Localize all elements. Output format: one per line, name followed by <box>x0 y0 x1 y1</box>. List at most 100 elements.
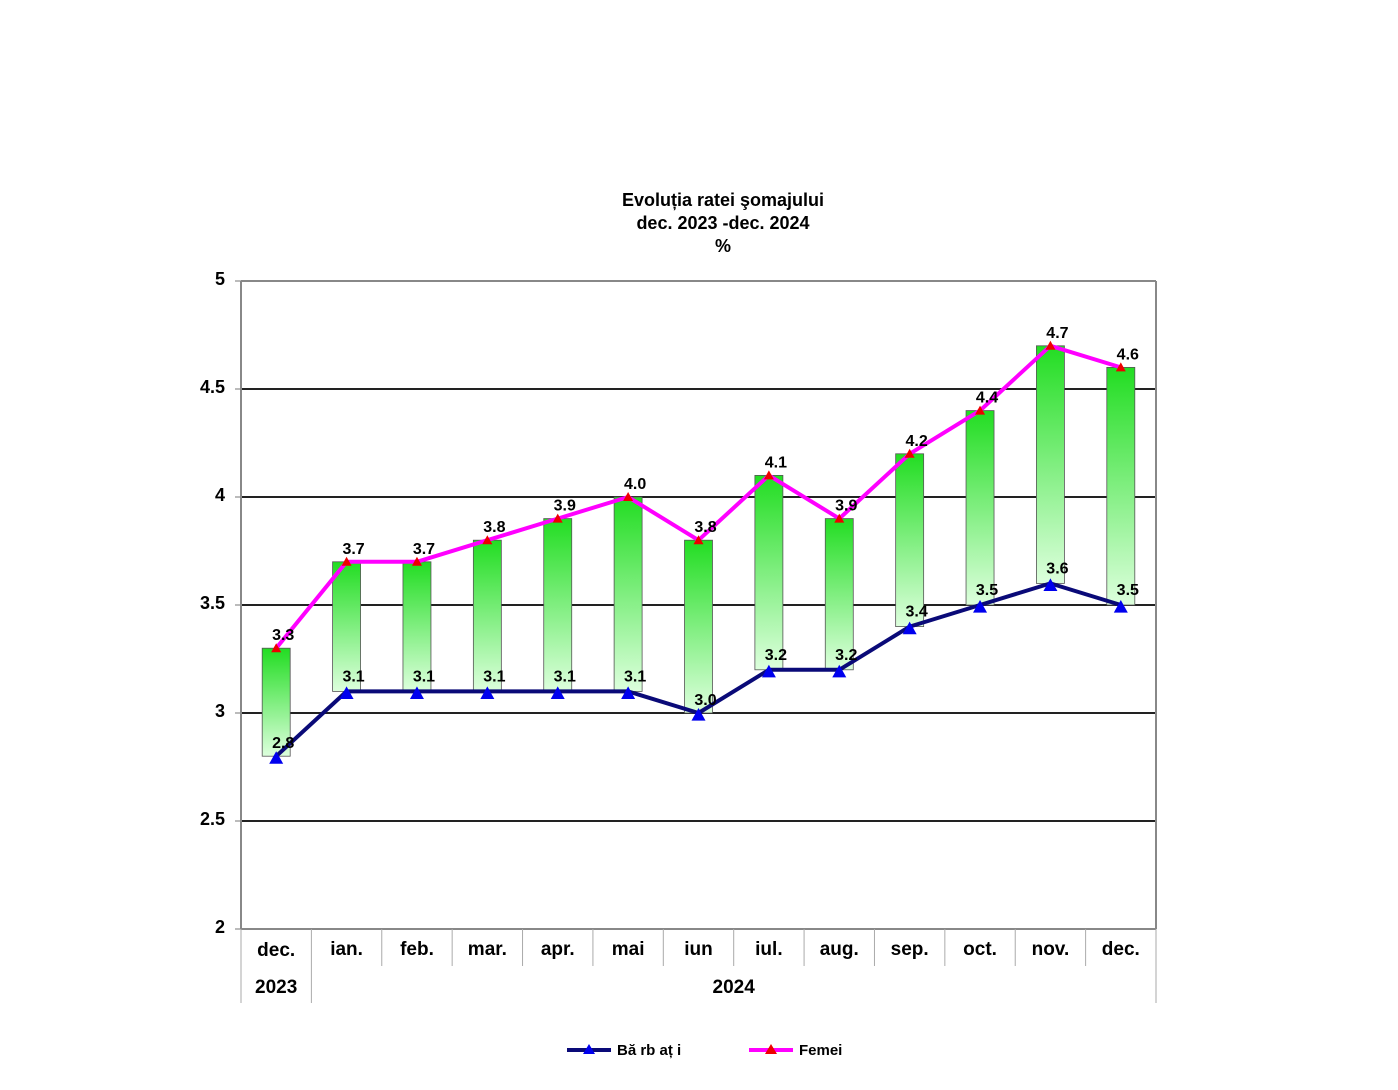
men-data-label: 2.8 <box>272 735 294 752</box>
high-low-bar <box>1036 345 1065 584</box>
x-year-label: 2024 <box>713 977 756 998</box>
men-data-label: 3.1 <box>342 668 364 685</box>
x-category-label: sep. <box>891 939 929 960</box>
high-low-bar <box>613 496 643 692</box>
y-tick-label: 4.5 <box>200 377 225 397</box>
axes: 2 2.5 3 3.5 4 4.5 5 <box>200 269 1157 937</box>
women-data-label: 4.2 <box>906 433 928 450</box>
men-data-label: 3.4 <box>906 604 928 621</box>
women-data-label: 3.9 <box>554 498 576 515</box>
legend-men-marker-icon <box>583 1044 595 1054</box>
high-low-bar <box>543 518 573 692</box>
men-point-marker <box>973 600 988 613</box>
high-low-bar <box>895 453 925 627</box>
women-point-marker <box>693 535 704 545</box>
x-category-label: iun <box>684 939 713 960</box>
men-point-marker <box>339 686 354 699</box>
women-data-label: 4.6 <box>1117 346 1139 363</box>
women-point-marker <box>834 513 845 523</box>
high-low-bar <box>824 518 854 671</box>
x-category-label: dec. <box>1102 939 1140 960</box>
men-point-marker <box>902 621 917 635</box>
men-data-label: 3.1 <box>483 668 505 685</box>
women-point-marker <box>975 405 986 415</box>
x-category-label: aug. <box>820 939 859 960</box>
high-low-bars <box>261 345 1136 757</box>
x-category-label: dec. <box>257 940 295 961</box>
men-point-marker <box>832 664 847 678</box>
x-category-label: apr. <box>541 939 575 960</box>
men-data-label: 3.2 <box>765 647 787 664</box>
men-data-label: 3.0 <box>694 692 716 709</box>
series-lines <box>269 340 1128 764</box>
women-data-label: 4.4 <box>976 390 998 407</box>
high-low-bar <box>402 561 432 692</box>
women-data-label: 3.8 <box>483 519 505 536</box>
men-data-label: 3.6 <box>1046 560 1068 577</box>
women-point-marker <box>482 535 493 545</box>
y-tick-label: 3 <box>215 701 225 721</box>
men-point-marker <box>409 686 424 699</box>
women-data-label: 4.0 <box>624 476 646 493</box>
men-point-marker <box>1113 600 1128 613</box>
legend-women-marker-icon <box>765 1044 777 1054</box>
x-category-label: mai <box>612 939 645 960</box>
women-point-marker <box>341 556 352 566</box>
y-tick-label: 5 <box>215 269 225 289</box>
women-point-marker <box>763 470 774 480</box>
y-tick-label: 4 <box>215 485 225 505</box>
men-point-marker <box>269 751 284 764</box>
women-data-label: 4.1 <box>765 454 787 471</box>
women-data-label: 3.8 <box>694 519 716 536</box>
legend: Bă rb aț i Femei <box>567 1042 842 1059</box>
high-low-bar <box>965 410 995 606</box>
men-data-label: 3.5 <box>1117 582 1139 599</box>
title-line-1: Evoluția ratei şomajului <box>622 190 824 210</box>
x-category-label: ian. <box>330 939 363 960</box>
women-data-label: 3.3 <box>272 627 294 644</box>
y-tick-label: 2 <box>215 917 225 937</box>
x-category-label: oct. <box>963 939 997 960</box>
women-data-label: 3.9 <box>835 498 857 515</box>
men-data-label: 3.1 <box>624 668 646 685</box>
women-point-marker <box>623 492 634 501</box>
men-point-marker <box>1043 578 1058 591</box>
women-point-marker <box>411 556 422 566</box>
women-point-marker <box>271 643 282 653</box>
men-data-label: 3.1 <box>413 668 435 685</box>
women-data-label: 3.7 <box>342 541 364 558</box>
high-low-bar <box>684 539 713 714</box>
y-tick-label: 3.5 <box>200 593 225 613</box>
title-line-3: % <box>715 236 731 256</box>
high-low-bar <box>1106 366 1136 606</box>
category-axis: dec. ian. feb. mar. apr. mai iun iul. aug. sep. oc… <box>240 929 1157 1003</box>
x-category-label: nov. <box>1032 939 1070 960</box>
x-year-label: 2023 <box>255 977 297 998</box>
data-labels: 3.3 2.8 3.7 3.1 3.7 3.1 3.8 3.1 3.9 3.1 4.0 3.1 3.8 3… <box>272 325 1139 752</box>
legend-men-label: Bă rb aț i <box>617 1042 681 1059</box>
women-data-label: 3.7 <box>413 541 435 558</box>
x-category-label: feb. <box>400 939 434 960</box>
women-point-marker <box>904 448 915 458</box>
women-point-marker <box>1045 340 1056 350</box>
men-data-label: 3.2 <box>835 647 857 664</box>
chart-title: Evoluția ratei şomajului dec. 2023 -dec.… <box>622 190 824 256</box>
men-point-marker <box>550 686 565 699</box>
x-category-label: iul. <box>755 939 782 960</box>
title-line-2: dec. 2023 -dec. 2024 <box>636 213 809 233</box>
y-tick-label: 2.5 <box>200 809 225 829</box>
men-point-marker <box>480 686 495 699</box>
legend-women-label: Femei <box>799 1042 842 1059</box>
men-point-marker <box>691 708 706 721</box>
high-low-bar <box>754 474 784 671</box>
men-data-label: 3.5 <box>976 582 998 599</box>
men-data-label: 3.1 <box>554 668 576 685</box>
men-point-marker <box>621 686 636 699</box>
men-point-marker <box>761 664 776 678</box>
women-point-marker <box>552 513 563 523</box>
high-low-bar <box>472 539 502 692</box>
women-data-label: 4.7 <box>1046 325 1068 342</box>
x-category-label: mar. <box>468 939 507 960</box>
women-point-marker <box>1115 362 1126 372</box>
